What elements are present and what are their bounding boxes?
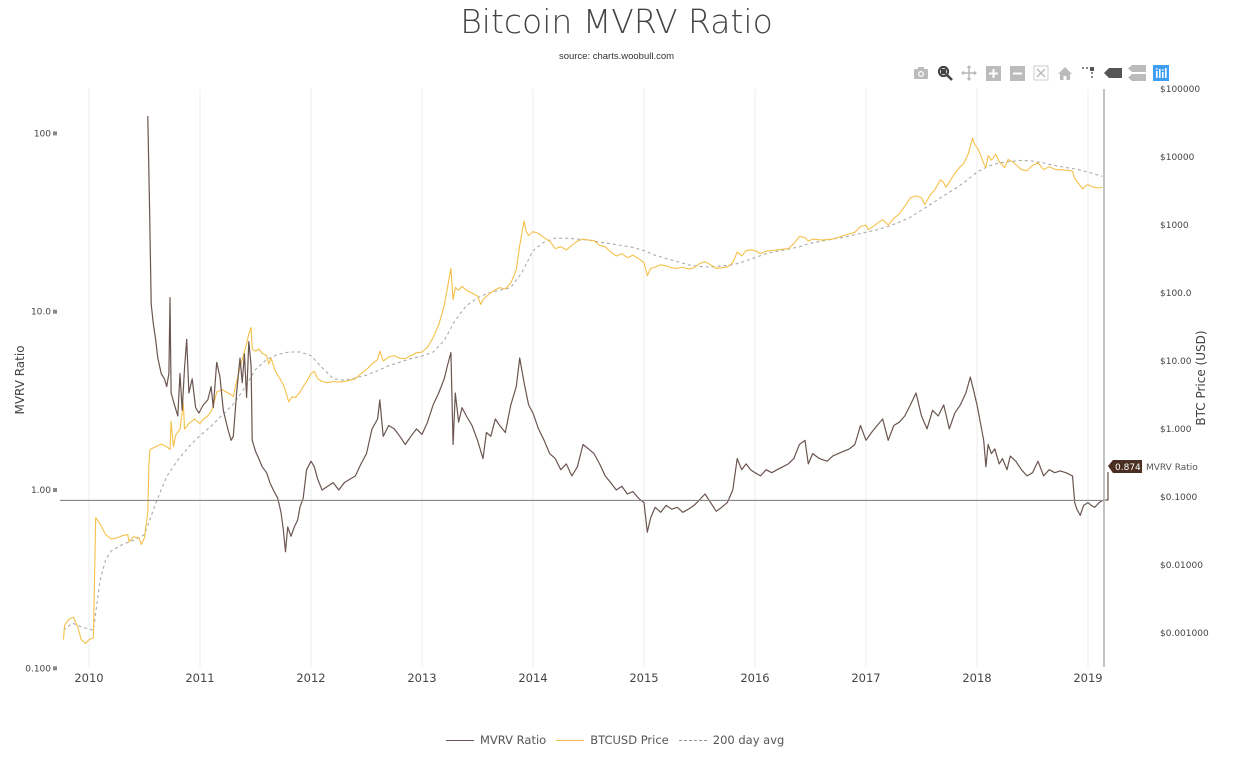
x-tick-label-2018: 2018 <box>962 671 991 685</box>
legend-label-price: BTCUSD Price <box>590 733 669 747</box>
gridlines <box>88 89 1089 667</box>
home-icon[interactable] <box>1056 64 1074 82</box>
y-axis-left-title: MVRV Ratio <box>13 345 27 414</box>
x-tick-label-2014: 2014 <box>518 671 547 685</box>
camera-icon[interactable] <box>912 64 930 82</box>
y-right-tick-label: $10.00 <box>1160 357 1192 367</box>
y-left-tick-mark <box>53 666 57 671</box>
chart-subtitle: source: charts.woobull.com <box>558 51 675 62</box>
y-right-tick-label: $10000 <box>1160 153 1195 163</box>
y-axis-left: 100 10.0 1.00 0.100 <box>25 129 57 674</box>
legend-label-mvrv: MVRV Ratio <box>480 733 547 747</box>
legend-item-price[interactable]: BTCUSD Price <box>556 733 669 747</box>
y-axis-right: $100000 $10000 $1000 $100.0 $10.00 $1.000 $0.1… <box>1103 85 1209 667</box>
y-left-tick-mark <box>53 131 57 136</box>
legend-item-mvrv[interactable]: MVRV Ratio <box>446 733 546 747</box>
y-right-tick-label: $1.000 <box>1160 425 1192 435</box>
series-line-200-day-avg <box>63 159 1103 631</box>
y-right-tick-label: $1000 <box>1160 221 1189 231</box>
y-right-tick-label: $100.0 <box>1160 289 1192 299</box>
x-tick-label-2017: 2017 <box>851 671 880 685</box>
y-right-tick-label: $100000 <box>1160 85 1200 95</box>
y-left-tick-label: 1.00 <box>31 486 51 496</box>
y-right-tick-label: $0.01000 <box>1160 561 1203 571</box>
plot-area[interactable] <box>60 116 1104 645</box>
x-tick-label-2013: 2013 <box>407 671 436 685</box>
x-tick-label-2010: 2010 <box>74 671 103 685</box>
legend-item-avg[interactable]: 200 day avg <box>678 733 785 747</box>
legend-swatch-mvrv <box>446 739 474 741</box>
modebar <box>912 64 1176 82</box>
legend-swatch-price <box>556 739 585 741</box>
x-tick-label-2011: 2011 <box>185 671 214 685</box>
y-axis-right-title: BTC Price (USD) <box>1194 330 1208 425</box>
zoom-icon[interactable] <box>936 64 954 82</box>
y-right-tick-label: $0.001000 <box>1160 629 1209 639</box>
spike-lines-icon[interactable] <box>1080 64 1098 82</box>
series-line-mvrv-ratio <box>147 116 1103 553</box>
x-tick-label-2012: 2012 <box>296 671 325 685</box>
x-tick-label-2019: 2019 <box>1073 671 1102 685</box>
zoom-out-icon[interactable] <box>1008 64 1026 82</box>
zoom-in-icon[interactable] <box>984 64 1002 82</box>
hover-badge <box>1108 460 1142 473</box>
hover-closest-icon[interactable] <box>1104 64 1122 82</box>
hover-leader-line <box>1105 472 1109 501</box>
pan-icon[interactable] <box>960 64 978 82</box>
x-axis: 2010 2011 2012 2013 2014 2015 2016 2017 2018 2019 <box>74 671 1102 685</box>
hover-value: 0.874 <box>1115 463 1141 473</box>
legend: MVRV Ratio BTCUSD Price 200 day avg <box>446 733 794 747</box>
hover-label: 0.874 MVRV Ratio <box>1105 460 1198 501</box>
y-left-tick-mark <box>53 488 57 492</box>
y-right-tick-label: $0.1000 <box>1160 493 1197 503</box>
hover-compare-icon[interactable] <box>1128 64 1146 82</box>
x-tick-label-2016: 2016 <box>740 671 769 685</box>
y-left-tick-label: 100 <box>34 129 51 139</box>
legend-swatch-avg <box>678 739 707 741</box>
x-tick-label-2015: 2015 <box>629 671 658 685</box>
y-left-tick-label: 0.100 <box>25 664 51 674</box>
hover-series-name: MVRV Ratio <box>1146 463 1198 473</box>
y-left-tick-mark <box>53 309 57 314</box>
legend-label-avg: 200 day avg <box>712 733 785 747</box>
chart-title: Bitcoin MVRV Ratio <box>460 2 773 41</box>
series-line-btcusd-price <box>62 137 1103 645</box>
y-left-tick-label: 10.0 <box>31 308 51 318</box>
autoscale-icon[interactable] <box>1032 64 1050 82</box>
plotly-logo-icon[interactable] <box>1152 64 1170 82</box>
